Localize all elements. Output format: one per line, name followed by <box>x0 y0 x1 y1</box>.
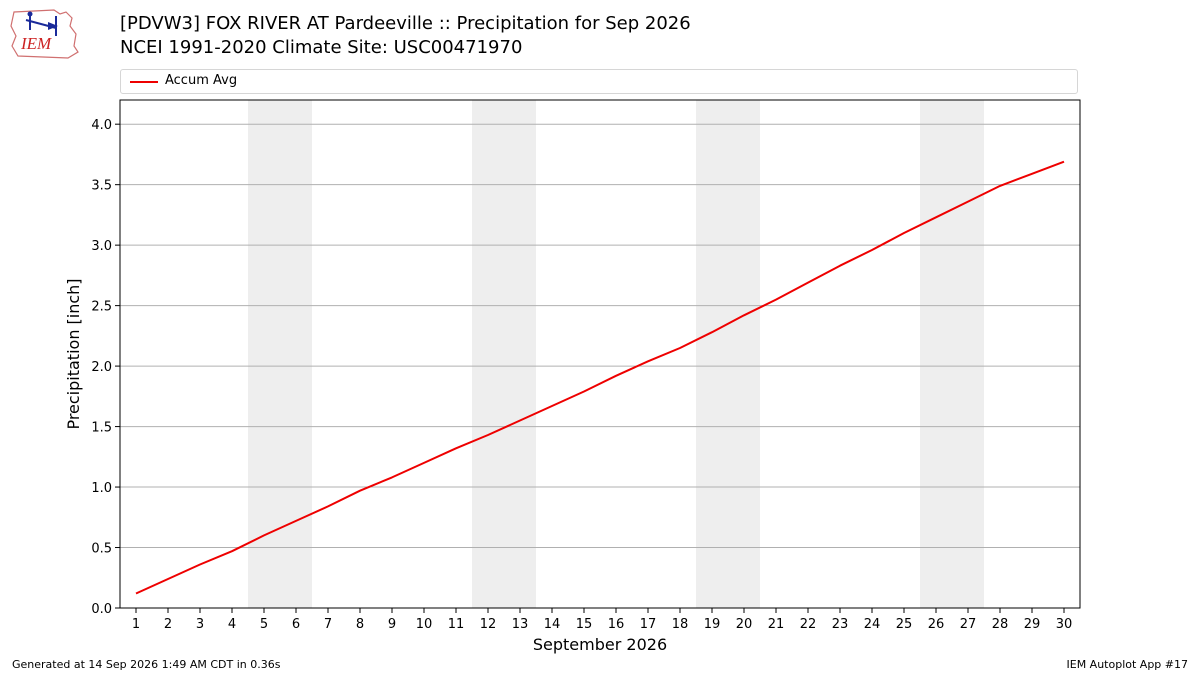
iem-logo: IEM <box>10 9 79 59</box>
logo-text: IEM <box>20 34 52 53</box>
x-tick-label: 13 <box>512 617 529 632</box>
x-tick-label: 5 <box>260 617 268 632</box>
y-tick-label: 3.5 <box>91 179 112 194</box>
weekend-band <box>248 100 312 608</box>
x-tick-label: 9 <box>388 617 396 632</box>
x-tick-label: 26 <box>928 617 945 632</box>
x-tick-label: 19 <box>704 617 721 632</box>
x-tick-label: 17 <box>640 617 657 632</box>
x-tick-label: 23 <box>832 617 849 632</box>
x-tick-label: 4 <box>228 617 236 632</box>
x-tick-label: 8 <box>356 617 364 632</box>
y-tick-label: 2.0 <box>91 360 112 375</box>
x-tick-label: 21 <box>768 617 785 632</box>
x-tick-label: 16 <box>608 617 625 632</box>
y-tick-label: 2.5 <box>91 300 112 315</box>
weekend-band <box>696 100 760 608</box>
y-axis-label: Precipitation [inch] <box>64 278 83 429</box>
x-tick-label: 3 <box>196 617 204 632</box>
x-axis-label: September 2026 <box>533 635 667 654</box>
weekend-band <box>920 100 984 608</box>
chart-subtitle: NCEI 1991-2020 Climate Site: USC00471970 <box>120 37 523 58</box>
x-tick-label: 15 <box>576 617 593 632</box>
x-tick-label: 28 <box>992 617 1009 632</box>
x-tick-label: 30 <box>1056 617 1073 632</box>
x-tick-label: 2 <box>164 617 172 632</box>
y-tick-label: 3.0 <box>91 239 112 254</box>
x-tick-label: 10 <box>416 617 433 632</box>
generated-timestamp: Generated at 14 Sep 2026 1:49 AM CDT in … <box>12 658 281 671</box>
app-credit: IEM Autoplot App #17 <box>1066 658 1189 671</box>
x-tick-label: 25 <box>896 617 913 632</box>
legend-swatch-accum-avg <box>130 81 158 83</box>
x-tick-label: 24 <box>864 617 881 632</box>
y-tick-label: 0.5 <box>91 542 112 557</box>
x-tick-label: 29 <box>1024 617 1041 632</box>
x-tick-label: 20 <box>736 617 753 632</box>
x-tick-label: 7 <box>324 617 332 632</box>
legend: Accum Avg <box>120 69 1078 94</box>
y-tick-label: 1.0 <box>91 481 112 496</box>
y-tick-label: 1.5 <box>91 421 112 436</box>
x-tick-label: 18 <box>672 617 689 632</box>
x-tick-label: 1 <box>132 617 140 632</box>
x-tick-label: 12 <box>480 617 497 632</box>
x-tick-label: 27 <box>960 617 977 632</box>
plot-frame <box>119 99 1081 609</box>
chart-title: [PDVW3] FOX RIVER AT Pardeeville :: Prec… <box>120 13 691 34</box>
x-tick-label: 14 <box>544 617 561 632</box>
x-tick-label: 22 <box>800 617 817 632</box>
x-tick-label: 6 <box>292 617 300 632</box>
series-line-accum-avg <box>135 160 1065 595</box>
y-tick-label: 0.0 <box>91 602 112 617</box>
legend-label-accum-avg: Accum Avg <box>165 73 238 88</box>
y-tick-label: 4.0 <box>91 118 112 133</box>
x-tick-label: 11 <box>448 617 465 632</box>
weekend-band <box>472 100 536 608</box>
